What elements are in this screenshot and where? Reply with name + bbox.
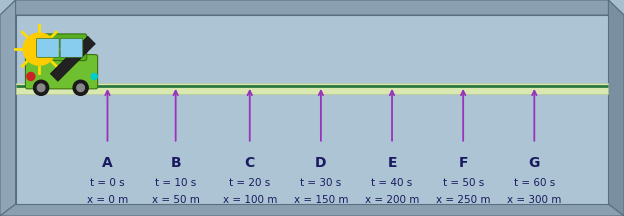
FancyBboxPatch shape [26,55,97,89]
Polygon shape [16,15,608,204]
Polygon shape [51,36,95,81]
Text: G: G [529,156,540,170]
Circle shape [73,80,88,95]
Text: D: D [315,156,326,170]
Text: x = 200 m: x = 200 m [365,195,419,205]
Circle shape [37,84,45,92]
Circle shape [91,73,97,79]
FancyBboxPatch shape [60,38,83,57]
Polygon shape [0,0,16,216]
Text: t = 50 s: t = 50 s [442,178,484,188]
FancyBboxPatch shape [37,38,59,57]
Text: t = 40 s: t = 40 s [371,178,412,188]
Circle shape [23,33,56,65]
Text: B: B [170,156,181,170]
Circle shape [77,84,84,92]
Polygon shape [0,0,624,15]
Text: x = 0 m: x = 0 m [87,195,128,205]
Circle shape [27,72,35,80]
Text: x = 150 m: x = 150 m [294,195,348,205]
Text: x = 300 m: x = 300 m [507,195,562,205]
Text: E: E [388,156,397,170]
Polygon shape [0,204,624,216]
Text: t = 60 s: t = 60 s [514,178,555,188]
Text: x = 50 m: x = 50 m [152,195,200,205]
Circle shape [34,80,49,95]
FancyBboxPatch shape [34,34,87,61]
Text: t = 20 s: t = 20 s [229,178,270,188]
Text: t = 10 s: t = 10 s [155,178,197,188]
Text: t = 30 s: t = 30 s [300,178,341,188]
Text: C: C [245,156,255,170]
Polygon shape [608,0,624,216]
Text: F: F [459,156,468,170]
Text: x = 250 m: x = 250 m [436,195,490,205]
Text: t = 0 s: t = 0 s [90,178,125,188]
Bar [16,83,608,94]
Text: x = 100 m: x = 100 m [223,195,277,205]
Text: A: A [102,156,113,170]
